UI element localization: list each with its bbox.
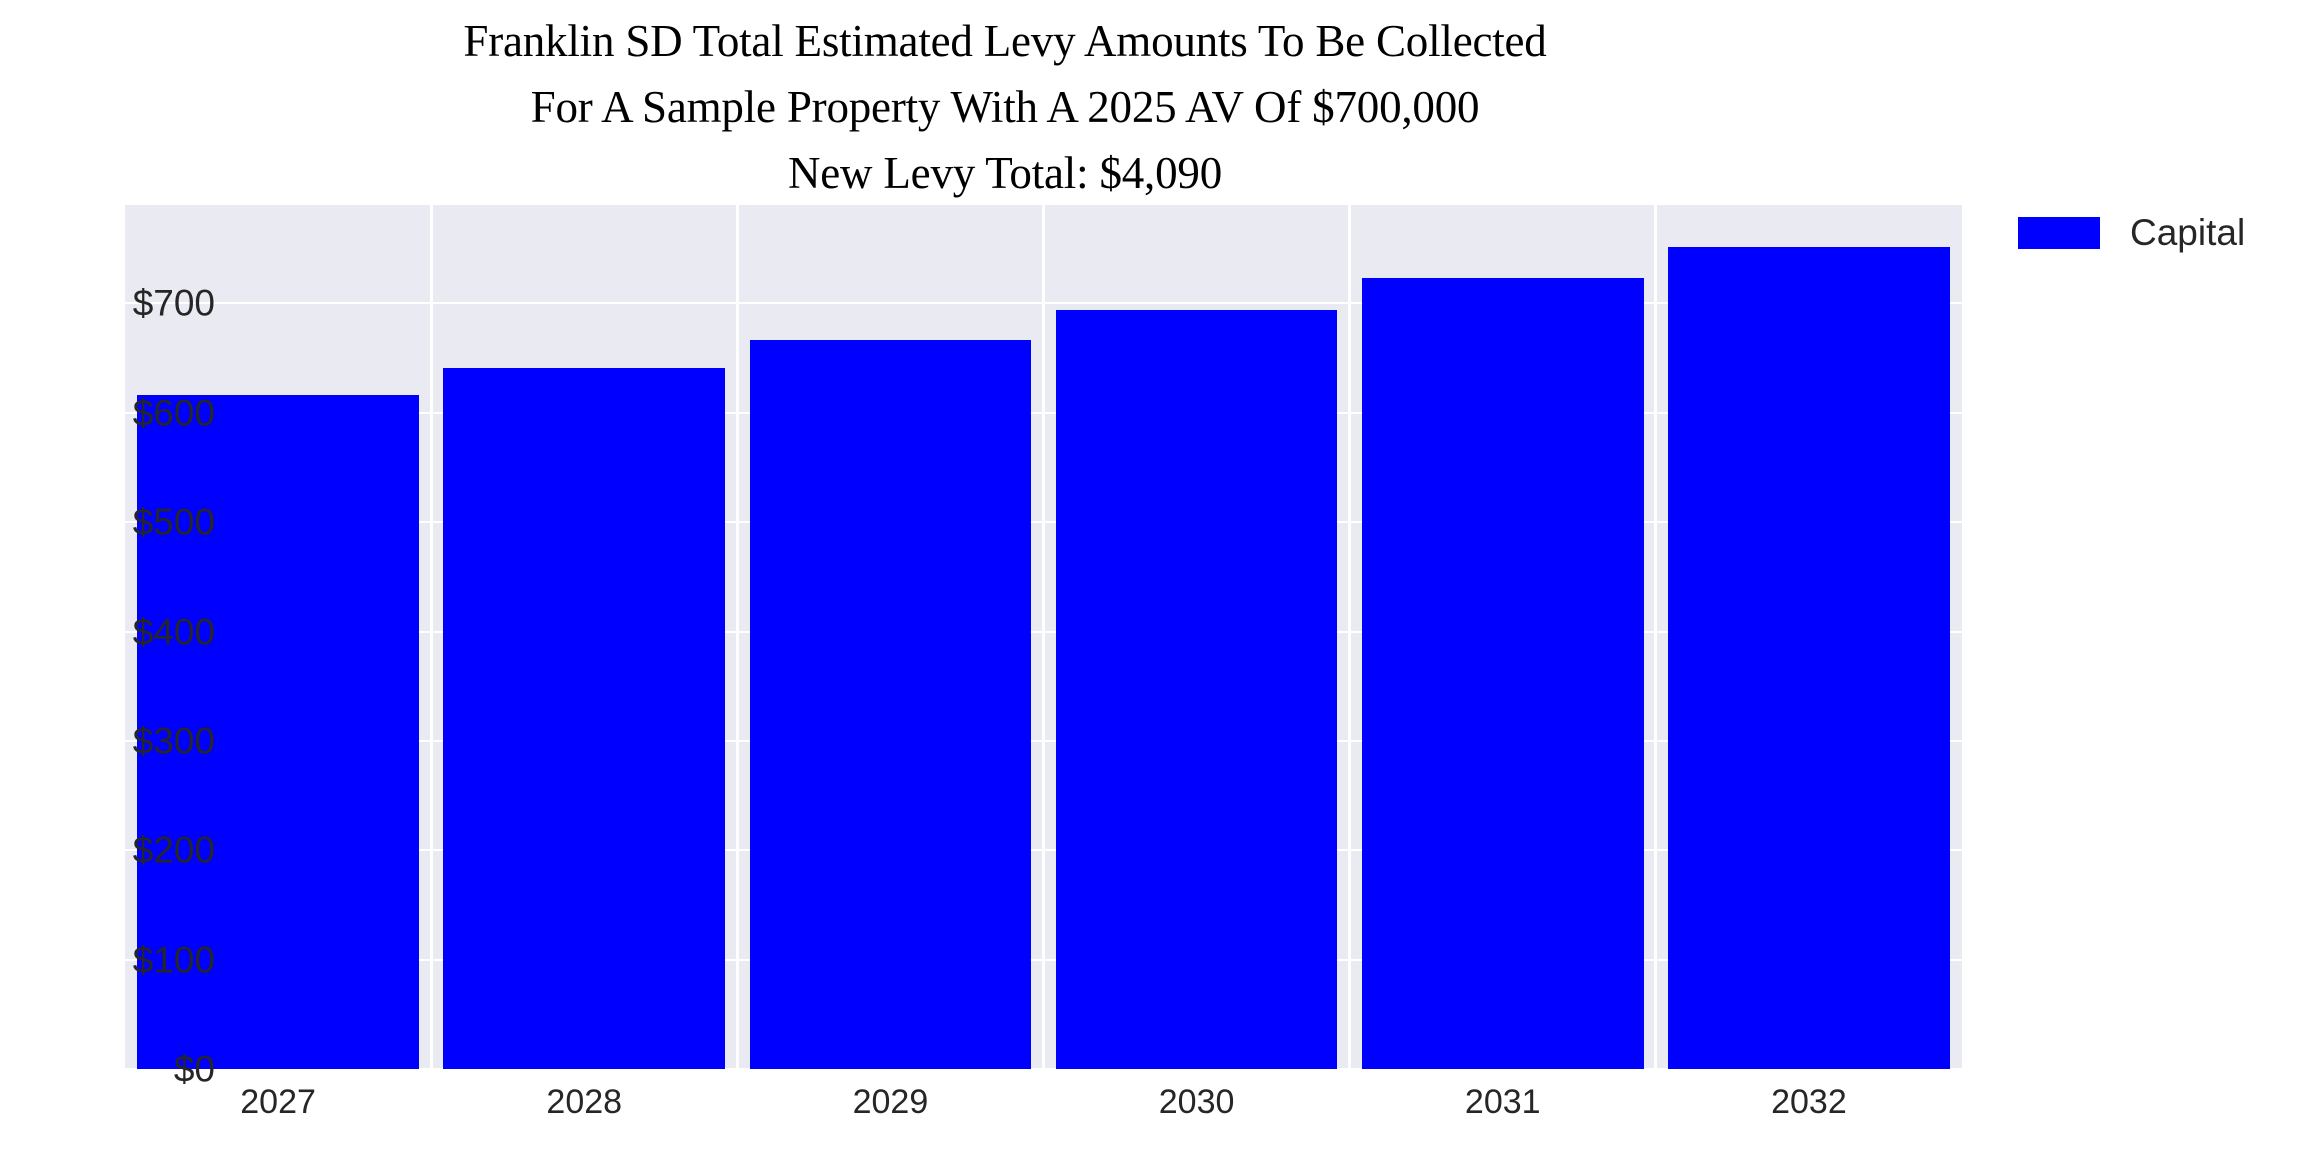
y-tick-600: $600 <box>132 392 215 434</box>
plot-area <box>125 205 1962 1070</box>
y-tick-700: $700 <box>132 282 215 324</box>
y-tick-300: $300 <box>132 720 215 762</box>
gridline-y-0 <box>125 1068 1962 1070</box>
bar-2028 <box>443 367 726 1069</box>
bar-series-capital <box>125 205 1962 1069</box>
legend-swatch-capital <box>2018 217 2100 249</box>
x-tick-2030: 2030 <box>1158 1083 1235 1121</box>
x-tick-2028: 2028 <box>546 1083 623 1121</box>
x-tick-2027: 2027 <box>240 1083 316 1121</box>
y-tick-500: $500 <box>132 501 215 543</box>
gridline-x-5 <box>1654 205 1658 1069</box>
y-tick-100: $100 <box>132 939 215 981</box>
chart-legend: Capital <box>2018 212 2245 254</box>
bar-2032 <box>1668 246 1950 1069</box>
x-tick-2032: 2032 <box>1771 1083 1847 1121</box>
chart-title-line-2: For A Sample Property With A 2025 AV Of … <box>530 82 1480 132</box>
gridline-x-1 <box>429 205 433 1069</box>
gridline-x-4 <box>1348 205 1352 1069</box>
bar-2027 <box>137 395 419 1069</box>
chart-title: Franklin SD Total Estimated Levy Amounts… <box>0 8 2010 206</box>
bar-2030 <box>1055 310 1338 1069</box>
chart-title-line-3: New Levy Total: $4,090 <box>787 148 1223 198</box>
gridline-x-3 <box>1042 205 1045 1069</box>
gridline-x-2 <box>735 205 739 1069</box>
y-tick-0: $0 <box>173 1048 215 1090</box>
bar-2029 <box>749 339 1032 1069</box>
x-tick-2031: 2031 <box>1464 1083 1541 1121</box>
legend-label-capital: Capital <box>2130 212 2246 253</box>
y-tick-200: $200 <box>132 829 215 871</box>
bar-2031 <box>1361 278 1644 1069</box>
y-tick-400: $400 <box>132 611 215 653</box>
x-tick-2029: 2029 <box>852 1083 929 1121</box>
chart-title-line-1: Franklin SD Total Estimated Levy Amounts… <box>463 16 1547 66</box>
